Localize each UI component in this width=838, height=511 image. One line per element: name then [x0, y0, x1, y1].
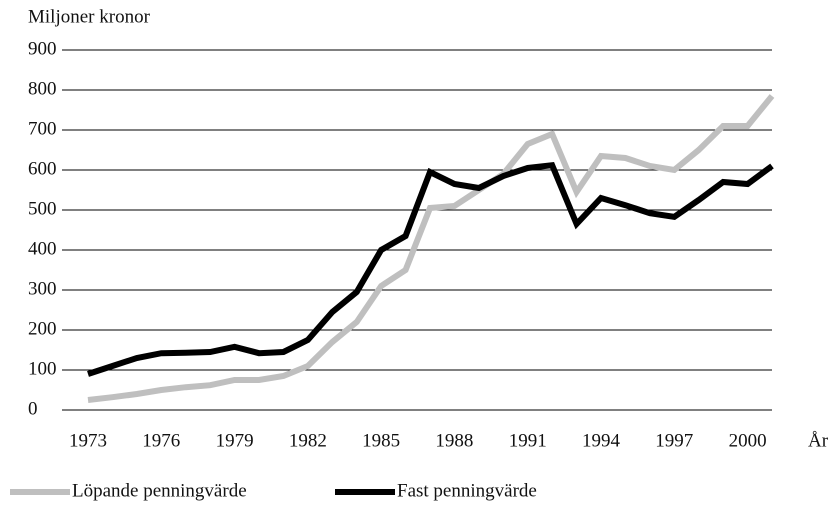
- line-series: [87, 94, 775, 403]
- y-tick-label: 800: [28, 78, 57, 99]
- legend-label: Fast penningvärde: [397, 480, 537, 501]
- y-tick-label: 100: [28, 358, 57, 379]
- x-tick-label: 1997: [655, 430, 693, 451]
- x-tick-label: 1973: [69, 430, 107, 451]
- x-tick-label: 2000: [729, 430, 767, 451]
- y-tick-label: 400: [28, 238, 57, 259]
- x-tick-label: 1991: [509, 430, 547, 451]
- y-axis-label: Miljoner kronor: [28, 6, 151, 27]
- y-tick-label: 200: [28, 318, 57, 339]
- x-tick-label: 1985: [362, 430, 400, 451]
- y-tick-label: 700: [28, 118, 57, 139]
- x-tick-label: 1988: [435, 430, 473, 451]
- legend-label: Löpande penningvärde: [72, 480, 247, 501]
- y-tick-label: 600: [28, 158, 57, 179]
- y-tick-label: 300: [28, 278, 57, 299]
- x-tick-label: 1994: [582, 430, 621, 451]
- x-axis-label: År: [808, 430, 829, 451]
- y-tick-label: 900: [28, 38, 57, 59]
- y-tick-label: 0: [28, 398, 38, 419]
- y-tick-label: 500: [28, 198, 57, 219]
- x-tick-label: 1982: [289, 430, 327, 451]
- line-series: [87, 161, 774, 377]
- x-tick-label: 1979: [216, 430, 254, 451]
- x-tick-label: 1976: [142, 430, 180, 451]
